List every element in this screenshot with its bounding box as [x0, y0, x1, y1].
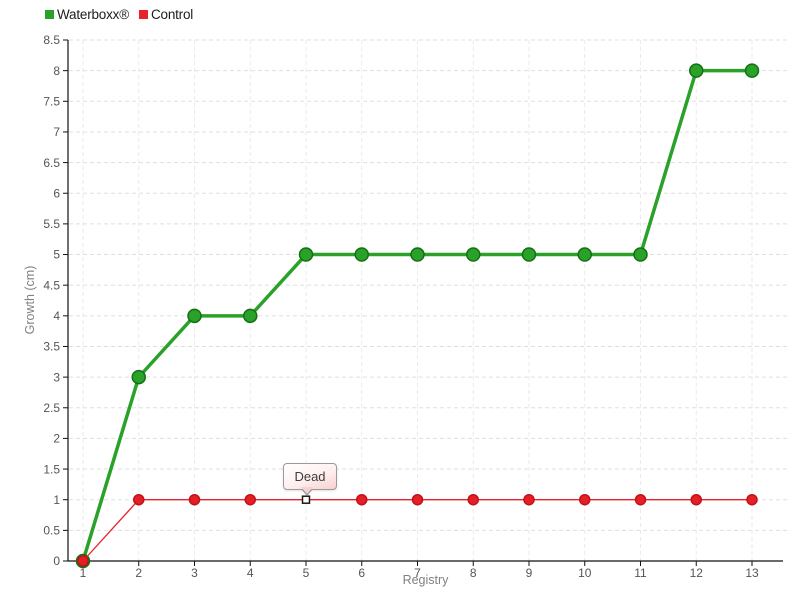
x-tick-label: 7 — [414, 566, 421, 580]
data-point-waterboxx--6[interactable] — [354, 247, 369, 262]
x-tick-label: 8 — [470, 566, 477, 580]
y-tick-label: 3.5 — [43, 340, 60, 354]
x-tick-label: 6 — [358, 566, 365, 580]
y-tick-label: 2.5 — [43, 401, 60, 415]
x-tick-label: 9 — [526, 566, 533, 580]
legend-swatch-icon — [45, 10, 54, 19]
data-point-control-2[interactable] — [133, 493, 145, 506]
y-tick-label: 5 — [53, 248, 60, 262]
y-tick-label: 2 — [53, 432, 60, 446]
legend: Waterboxx® Control — [45, 7, 193, 22]
data-point-waterboxx--13[interactable] — [744, 63, 760, 78]
x-tick-label: 12 — [690, 566, 704, 580]
data-point-waterboxx--11[interactable] — [633, 247, 648, 262]
y-tick-label: 6 — [53, 186, 60, 200]
x-tick-label: 2 — [135, 566, 142, 580]
annotated-data-point[interactable] — [301, 495, 311, 504]
x-tick-label: 4 — [247, 566, 254, 580]
data-point-waterboxx--8[interactable] — [466, 247, 481, 262]
legend-item-waterboxx-[interactable]: Waterboxx® — [45, 7, 129, 22]
data-point-control-6[interactable] — [356, 493, 368, 506]
tooltip-arrow-icon — [301, 487, 313, 494]
legend-swatch-icon — [138, 10, 148, 19]
data-point-waterboxx--3[interactable] — [187, 308, 202, 324]
legend-label: Control — [150, 7, 194, 22]
data-point-control-13[interactable] — [746, 493, 758, 506]
y-tick-label: 3 — [53, 370, 60, 384]
data-point-control-3[interactable] — [188, 493, 201, 506]
data-point-waterboxx--10[interactable] — [577, 247, 592, 262]
x-tick-label: 1 — [80, 566, 87, 580]
x-axis-title: Registry — [402, 573, 449, 587]
data-point-control-12[interactable] — [690, 493, 702, 506]
data-point-waterboxx--12[interactable] — [689, 63, 704, 78]
y-tick-label: 1 — [53, 493, 60, 507]
y-tick-label: 1.5 — [43, 462, 60, 476]
data-point-control-10[interactable] — [579, 493, 591, 506]
x-tick-label: 3 — [191, 566, 198, 580]
y-tick-label: 0.5 — [43, 524, 60, 538]
y-tick-label: 7 — [53, 125, 60, 139]
y-tick-label: 0 — [53, 554, 60, 568]
dead-tooltip: Dead — [283, 463, 337, 496]
y-tick-label: 7.5 — [43, 94, 60, 108]
x-tick-label: 11 — [634, 566, 647, 580]
x-tick-label: 13 — [745, 566, 759, 580]
data-point-waterboxx--9[interactable] — [521, 247, 537, 262]
data-point-control-9[interactable] — [523, 493, 535, 506]
y-tick-label: 5.5 — [43, 217, 60, 231]
legend-item-control[interactable]: Control — [138, 7, 194, 22]
x-tick-label: 10 — [578, 566, 592, 580]
y-tick-label: 8.5 — [43, 33, 60, 47]
data-point-waterboxx--7[interactable] — [410, 247, 425, 262]
data-point-waterboxx--2[interactable] — [131, 369, 146, 385]
data-point-control-7[interactable] — [411, 493, 424, 506]
data-point-control-11[interactable] — [634, 493, 647, 506]
data-point-waterboxx--4[interactable] — [243, 308, 258, 324]
y-axis-title: Growth (cm) — [23, 265, 37, 335]
x-tick-label: 5 — [303, 566, 310, 580]
data-point-control-8[interactable] — [467, 493, 479, 506]
data-point-waterboxx--5[interactable] — [298, 247, 314, 262]
y-tick-label: 4.5 — [43, 278, 60, 292]
y-tick-label: 8 — [53, 64, 60, 78]
y-tick-label: 4 — [53, 309, 60, 323]
dead-tooltip-label: Dead — [294, 469, 326, 484]
y-tick-label: 6.5 — [43, 156, 60, 170]
legend-label: Waterboxx® — [57, 7, 129, 22]
data-point-control-1[interactable] — [77, 555, 89, 567]
data-point-control-4[interactable] — [244, 493, 256, 506]
